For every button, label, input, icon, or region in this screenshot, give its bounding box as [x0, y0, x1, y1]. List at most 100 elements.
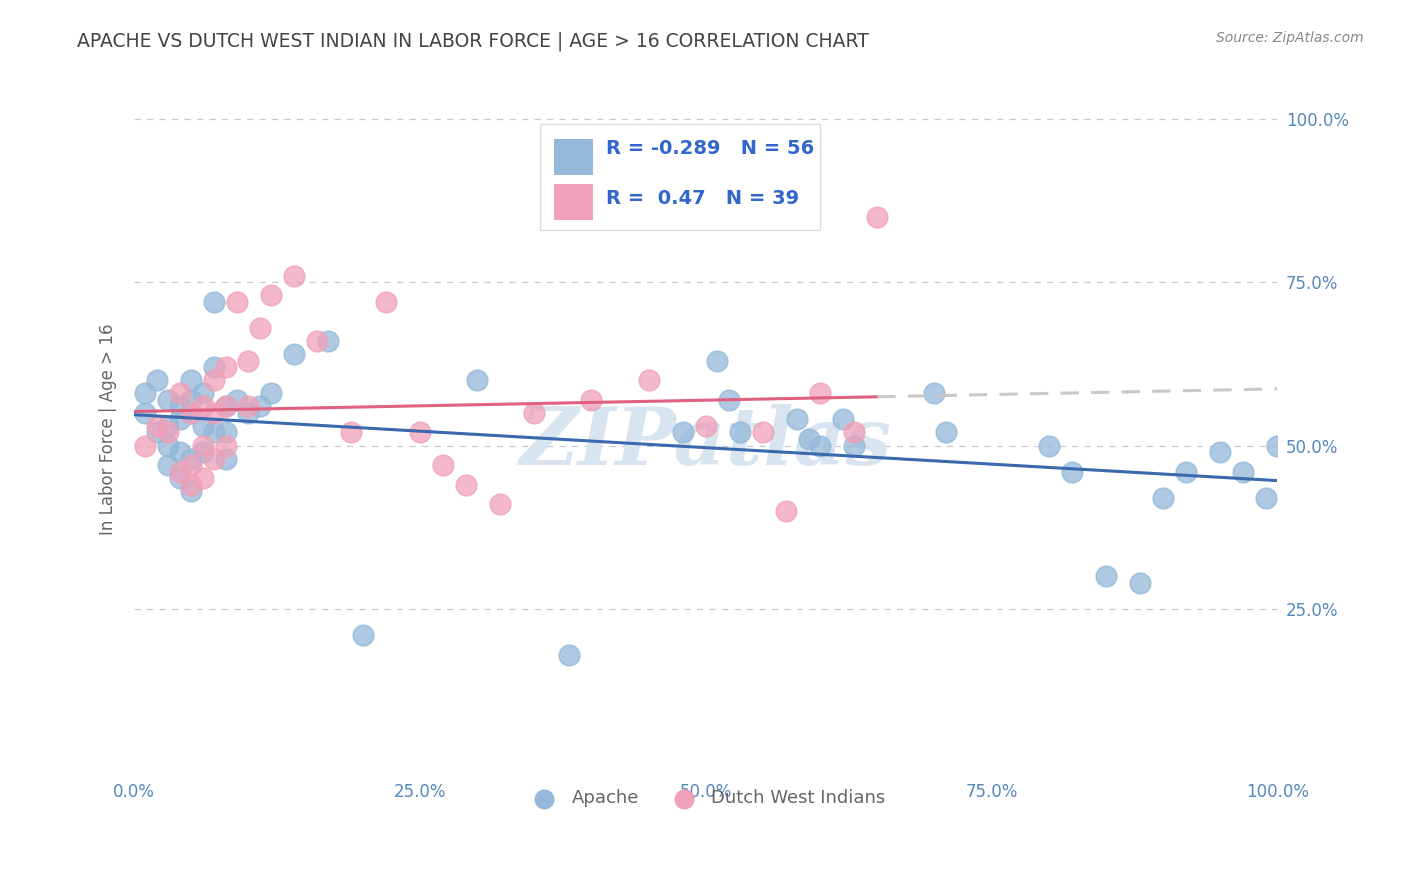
Point — [924, 386, 946, 401]
Point — [226, 294, 249, 309]
Point — [169, 465, 191, 479]
Point — [1254, 491, 1277, 505]
Point — [283, 347, 305, 361]
Point — [214, 451, 236, 466]
Point — [202, 373, 225, 387]
Point — [191, 438, 214, 452]
Point — [169, 445, 191, 459]
Point — [672, 425, 695, 440]
Point — [238, 406, 260, 420]
Point — [1060, 465, 1083, 479]
Point — [180, 458, 202, 472]
Point — [374, 294, 396, 309]
Point — [465, 373, 488, 387]
Point — [283, 268, 305, 283]
FancyBboxPatch shape — [554, 184, 592, 219]
Point — [214, 400, 236, 414]
Point — [169, 386, 191, 401]
Point — [238, 400, 260, 414]
Point — [202, 451, 225, 466]
Point — [146, 373, 169, 387]
Point — [169, 400, 191, 414]
Text: R = -0.289   N = 56: R = -0.289 N = 56 — [606, 139, 814, 158]
Point — [1209, 445, 1232, 459]
Point — [695, 419, 717, 434]
Point — [432, 458, 454, 472]
Point — [202, 360, 225, 375]
Text: R =  0.47   N = 39: R = 0.47 N = 39 — [606, 189, 800, 208]
Point — [717, 392, 740, 407]
Point — [305, 334, 328, 348]
Point — [1038, 438, 1060, 452]
Point — [238, 353, 260, 368]
Point — [214, 400, 236, 414]
Point — [752, 425, 775, 440]
Point — [557, 648, 579, 662]
Point — [134, 406, 156, 420]
Point — [202, 294, 225, 309]
Point — [226, 392, 249, 407]
Point — [797, 432, 820, 446]
Point — [191, 419, 214, 434]
Point — [134, 438, 156, 452]
Point — [157, 458, 180, 472]
Point — [180, 373, 202, 387]
Point — [489, 497, 512, 511]
FancyBboxPatch shape — [540, 124, 820, 230]
Point — [134, 386, 156, 401]
Point — [180, 392, 202, 407]
Point — [352, 628, 374, 642]
Point — [523, 406, 546, 420]
Point — [180, 406, 202, 420]
Point — [157, 419, 180, 434]
Point — [844, 438, 866, 452]
Point — [180, 484, 202, 499]
Point — [157, 425, 180, 440]
Point — [1152, 491, 1174, 505]
Point — [832, 412, 855, 426]
Point — [775, 504, 797, 518]
Y-axis label: In Labor Force | Age > 16: In Labor Force | Age > 16 — [100, 324, 117, 535]
Point — [637, 373, 659, 387]
Point — [340, 425, 363, 440]
Point — [191, 386, 214, 401]
Point — [146, 425, 169, 440]
Point — [808, 386, 831, 401]
Point — [260, 288, 283, 302]
Point — [409, 425, 432, 440]
Point — [191, 445, 214, 459]
Point — [191, 400, 214, 414]
Point — [157, 438, 180, 452]
Point — [1175, 465, 1198, 479]
Point — [581, 392, 603, 407]
Point — [146, 419, 169, 434]
Point — [728, 425, 751, 440]
Point — [214, 425, 236, 440]
Point — [249, 321, 271, 335]
Point — [454, 477, 477, 491]
Point — [202, 425, 225, 440]
Text: ZIPatlas: ZIPatlas — [520, 404, 891, 482]
Point — [706, 353, 728, 368]
Point — [202, 406, 225, 420]
Point — [180, 451, 202, 466]
Point — [169, 471, 191, 485]
Point — [1232, 465, 1254, 479]
Point — [260, 386, 283, 401]
Point — [214, 438, 236, 452]
FancyBboxPatch shape — [554, 139, 592, 175]
Point — [1129, 575, 1152, 590]
Point — [180, 406, 202, 420]
Point — [935, 425, 957, 440]
Point — [214, 360, 236, 375]
Point — [866, 210, 889, 224]
Legend: Apache, Dutch West Indians: Apache, Dutch West Indians — [519, 782, 893, 814]
Point — [157, 392, 180, 407]
Text: Source: ZipAtlas.com: Source: ZipAtlas.com — [1216, 31, 1364, 45]
Point — [1095, 569, 1118, 583]
Point — [249, 400, 271, 414]
Point — [169, 412, 191, 426]
Point — [191, 471, 214, 485]
Point — [318, 334, 340, 348]
Point — [844, 425, 866, 440]
